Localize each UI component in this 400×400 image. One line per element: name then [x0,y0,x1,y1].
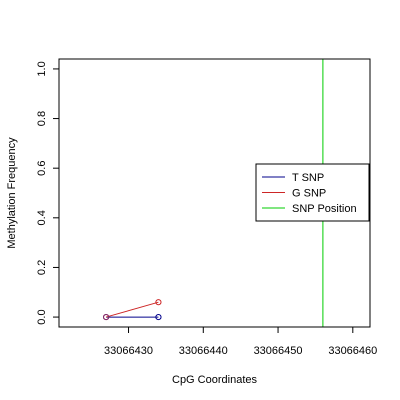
g-snp-series-line [105,301,159,318]
x-tick-label: 33066440 [179,345,228,357]
legend: T SNP G SNP SNP Position [255,163,370,222]
y-axis-title: Methylation Frequency [6,137,18,249]
y-axis: 0.0 0.2 0.4 0.6 0.8 1.0 [36,61,59,325]
legend-label-t-snp: T SNP [292,172,324,184]
y-tick-label: 0.8 [36,111,48,126]
t-snp-point [155,313,162,321]
y-tick-label: 0.2 [36,260,48,275]
y-tick-label: 0.4 [36,210,48,225]
g-snp-point [102,313,110,321]
legend-label-snp-position: SNP Position [292,203,357,215]
g-snp-point [155,299,162,306]
x-tick-label: 33066430 [104,345,153,357]
y-tick-label: 0.0 [36,309,48,324]
legend-label-g-snp: G SNP [292,188,326,200]
x-tick-label: 33066450 [254,345,303,357]
y-tick-label: 0.6 [36,161,48,176]
plot-frame [58,58,371,328]
x-axis-title: CpG Coordinates [172,374,257,386]
x-tick-label: 33066460 [328,345,377,357]
x-axis: 33066430 33066440 33066450 33066460 [104,327,377,357]
y-tick-label: 1.0 [36,61,48,76]
